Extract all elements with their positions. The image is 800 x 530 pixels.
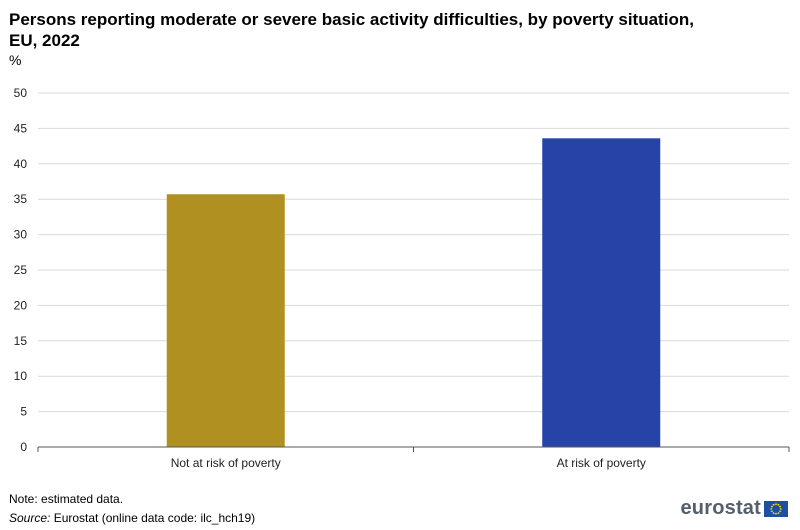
bars	[166, 138, 661, 447]
y-tick-label: 20	[14, 298, 28, 312]
y-tick-label: 45	[14, 121, 28, 135]
y-tick-label: 30	[14, 228, 28, 242]
x-tick-label: At risk of poverty	[557, 456, 646, 470]
source-label: Source:	[9, 511, 51, 525]
eurostat-logo: eurostat	[680, 497, 788, 520]
x-axis: Not at risk of poverty At risk of poverty	[37, 446, 790, 470]
bar-not-at-risk-of-poverty	[166, 194, 285, 447]
logo-text: eurostat	[680, 497, 761, 519]
y-tick-label: 25	[14, 263, 28, 277]
grid-lines	[38, 92, 789, 413]
footnote: Note: estimated data.	[9, 492, 124, 506]
bar-at-risk-of-poverty	[542, 138, 661, 447]
eu-flag-icon	[764, 500, 788, 517]
x-tick-label: Not at risk of poverty	[171, 456, 281, 470]
y-tick-label: 10	[14, 369, 28, 383]
y-tick-label: 35	[14, 192, 28, 206]
y-tick-label: 15	[14, 334, 28, 348]
y-axis-unit: %	[9, 52, 22, 68]
y-tick-label: 5	[20, 405, 27, 419]
y-tick-label: 0	[20, 440, 27, 454]
source-line: Source: Eurostat (online data code: ilc_…	[9, 511, 255, 525]
bar-chart: 0 5 10 15 20 25 30 35 40 45 50 Not at risk of pove…	[14, 86, 790, 470]
y-tick-label: 40	[14, 157, 28, 171]
y-axis-ticks: 0 5 10 15 20 25 30 35 40 45 50	[14, 86, 28, 454]
chart-title: Persons reporting moderate or severe bas…	[9, 10, 694, 50]
y-tick-label: 50	[14, 86, 28, 100]
source-text: Eurostat (online data code: ilc_hch19)	[50, 511, 256, 525]
